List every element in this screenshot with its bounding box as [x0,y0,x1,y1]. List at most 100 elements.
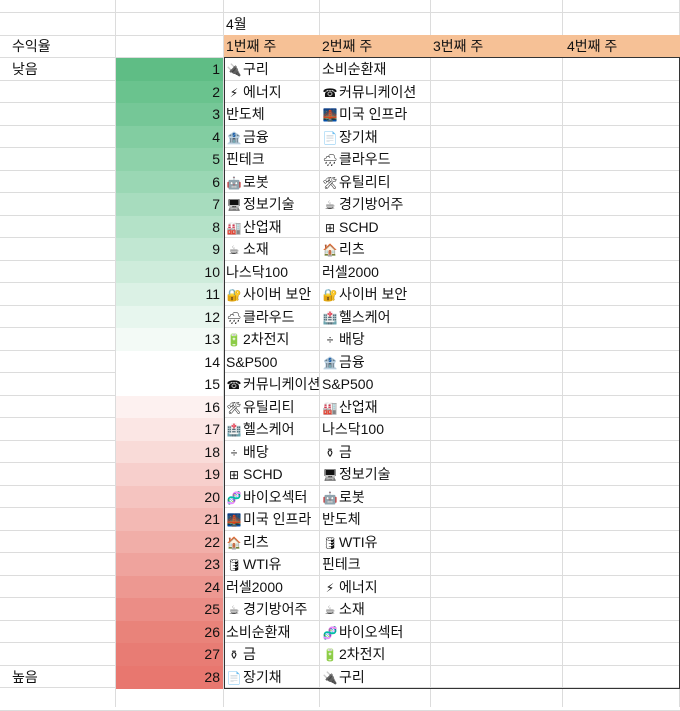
week2-cell[interactable]: ⊞ SCHD [320,216,430,239]
rank-cell[interactable]: 16 [116,396,223,419]
week1-cell[interactable]: 🔐 사이버 보안 [224,283,319,306]
rank-cell[interactable]: 3 [116,103,223,126]
week1-cell[interactable]: 핀테크 [224,148,319,171]
week1-cell[interactable]: ÷ 배당 [224,441,319,464]
sector-label: 소비순환재 [226,624,291,640]
week2-cell[interactable]: 🌧클라우드 [320,148,430,171]
sector-icon: 📄 [226,671,242,685]
week2-cell[interactable]: 나스닥100 [320,418,430,441]
rank-cell[interactable]: 28 [116,666,223,689]
week1-cell[interactable]: 🏠 리츠 [224,531,319,554]
week2-cell[interactable]: ⚱ 금 [320,441,430,464]
rank-cell[interactable]: 27 [116,643,223,666]
rank-cell[interactable]: 11 [116,283,223,306]
week2-cell[interactable]: ☎ 커뮤니케이션 [320,81,430,104]
rank-cell[interactable]: 1 [116,58,223,81]
week2-cell[interactable]: 🏦 금융 [320,351,430,374]
week1-cell[interactable]: ☕ 소재 [224,238,319,261]
week1-cell[interactable]: 🌧클라우드 [224,306,319,329]
week1-cell[interactable]: 🤖 로봇 [224,171,319,194]
week1-cell[interactable]: 📄 장기채 [224,666,319,689]
rank-cell[interactable]: 10 [116,261,223,284]
week1-cell[interactable]: ⚡ 에너지 [224,81,319,104]
rank-cell[interactable]: 4 [116,126,223,149]
week2-cell[interactable]: S&P500 [320,373,430,396]
rank-cell[interactable]: 5 [116,148,223,171]
rank-cell[interactable]: 25 [116,598,223,621]
rank-cell[interactable]: 8 [116,216,223,239]
rank-cell[interactable]: 19 [116,463,223,486]
week1-cell[interactable]: 반도체 [224,103,319,126]
sector-icon: 🔐 [226,288,242,302]
week2-cell[interactable]: 핀테크 [320,553,430,576]
sector-label: 헬스케어 [339,309,391,325]
rank-cell[interactable]: 22 [116,531,223,554]
week2-cell[interactable]: ☕ 소재 [320,598,430,621]
rank-cell[interactable]: 6 [116,171,223,194]
week1-cell[interactable]: ☕ 경기방어주 [224,598,319,621]
week2-cell[interactable]: ÷ 배당 [320,328,430,351]
rank-cell[interactable]: 12 [116,306,223,329]
rank-cell[interactable]: 13 [116,328,223,351]
week1-cell[interactable]: 🔌 구리 [224,58,319,81]
low-label[interactable]: 낮음 [12,61,38,77]
rank-cell[interactable]: 9 [116,238,223,261]
week2-cell[interactable]: 🧬 바이오섹터 [320,621,430,644]
week2-cell[interactable]: 🏭 산업재 [320,396,430,419]
rank-cell[interactable]: 2 [116,81,223,104]
rank-cell[interactable]: 24 [116,576,223,599]
week2-cell[interactable]: 소비순환재 [320,58,430,81]
week1-cell[interactable]: 🏭 산업재 [224,216,319,239]
return-header[interactable]: 수익율 [12,38,51,54]
week2-cell[interactable]: 🛢WTI유 [320,531,430,554]
week2-cell[interactable]: 🖥정보기술 [320,463,430,486]
week2-cell[interactable]: 반도체 [320,508,430,531]
row-gridline [0,260,680,261]
week-header-3[interactable]: 3번째 주 [433,38,484,54]
week-header-2[interactable]: 2번째 주 [322,38,373,54]
week-header-1[interactable]: 1번째 주 [226,38,277,54]
week1-cell[interactable]: 🛢WTI유 [224,553,319,576]
rank-cell[interactable]: 23 [116,553,223,576]
week1-cell[interactable]: 소비순환재 [224,621,319,644]
week2-cell[interactable]: ⚡ 에너지 [320,576,430,599]
month-label[interactable]: 4월 [226,16,247,32]
week1-cell[interactable]: 🔋 2차전지 [224,328,319,351]
rank-cell[interactable]: 21 [116,508,223,531]
week1-cell[interactable]: 러셀2000 [224,576,319,599]
rank-cell[interactable]: 17 [116,418,223,441]
sector-icon: ⚱ [228,648,240,662]
high-label[interactable]: 높음 [12,669,38,685]
week2-cell[interactable]: 🤖 로봇 [320,486,430,509]
week2-cell[interactable]: 📄 장기채 [320,126,430,149]
week1-cell[interactable]: ⚱ 금 [224,643,319,666]
rank-cell[interactable]: 20 [116,486,223,509]
week2-cell[interactable]: ☕ 경기방어주 [320,193,430,216]
week2-cell[interactable]: 🏥 헬스케어 [320,306,430,329]
week1-cell[interactable]: ⊞ SCHD [224,463,319,486]
week2-cell[interactable]: 🔋 2차전지 [320,643,430,666]
week1-cell[interactable]: 🧬 바이오섹터 [224,486,319,509]
rank-cell[interactable]: 7 [116,193,223,216]
week1-cell[interactable]: 🌉 미국 인프라 [224,508,319,531]
rank-cell[interactable]: 26 [116,621,223,644]
rank-cell[interactable]: 18 [116,441,223,464]
week1-cell[interactable]: 🖥정보기술 [224,193,319,216]
week1-cell[interactable]: 🏥 헬스케어 [224,418,319,441]
week2-cell[interactable]: 🔐 사이버 보안 [320,283,430,306]
week2-cell[interactable]: 🌉 미국 인프라 [320,103,430,126]
week1-cell[interactable]: 🏦 금융 [224,126,319,149]
week1-cell[interactable]: ☎ 커뮤니케이션 [224,373,319,396]
week1-cell[interactable]: 나스닥100 [224,261,319,284]
week-header-4[interactable]: 4번째 주 [567,38,618,54]
sector-label: 금 [339,444,352,460]
week2-cell[interactable]: 🛠유틸리티 [320,171,430,194]
rank-cell[interactable]: 15 [116,373,223,396]
week2-cell[interactable]: 🔌 구리 [320,666,430,689]
week2-cell[interactable]: 러셀2000 [320,261,430,284]
week2-cell[interactable]: 🏠 리츠 [320,238,430,261]
rank-cell[interactable]: 14 [116,351,223,374]
week1-cell[interactable]: 🛠유틸리티 [224,396,319,419]
week1-cell[interactable]: S&P500 [224,351,319,374]
sector-label: 클라우드 [243,309,295,325]
